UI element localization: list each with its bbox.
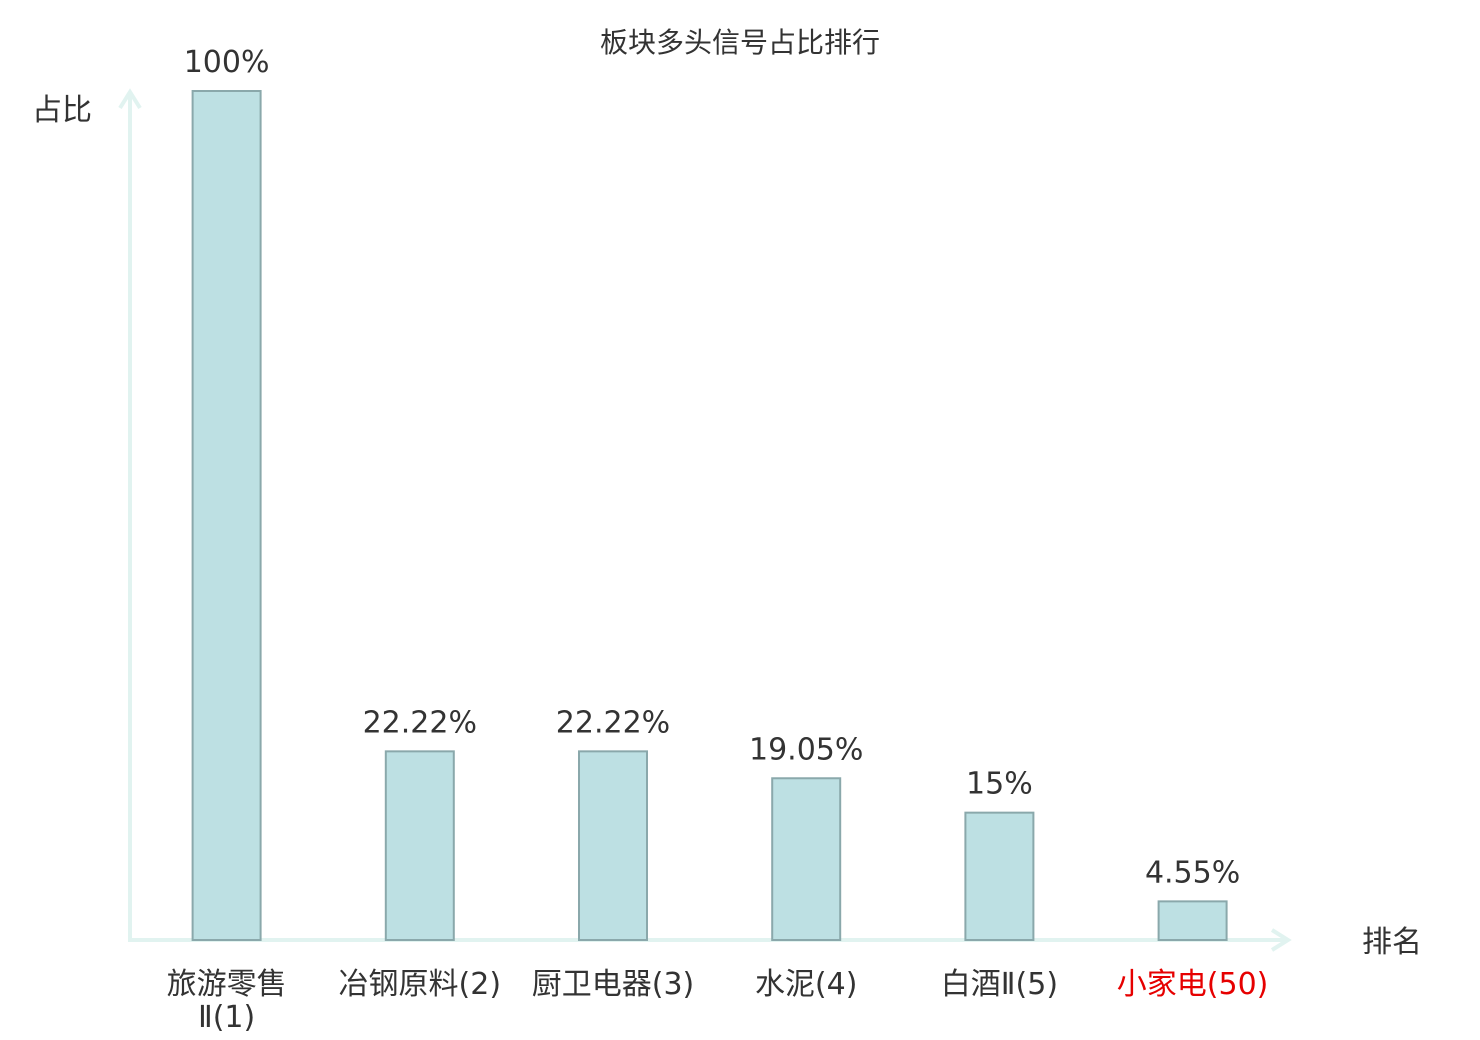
category-label: 水泥(4) [755, 967, 858, 1002]
value-label: 19.05% [749, 732, 863, 767]
value-label: 15% [966, 767, 1033, 802]
value-label: 22.22% [363, 705, 477, 740]
bar [1157, 900, 1228, 941]
chart-title: 板块多头信号占比排行 [600, 26, 880, 59]
bar [191, 90, 262, 941]
category-label: 白酒Ⅱ(5) [941, 967, 1058, 1002]
value-label: 100% [184, 45, 270, 80]
bar [384, 750, 455, 941]
category-label: 冶钢原料(2) [339, 967, 502, 1002]
bar-series [191, 90, 1228, 942]
value-label: 4.55% [1145, 855, 1240, 890]
x-axis-arrow-icon [1270, 928, 1292, 952]
y-axis-arrow-icon [118, 88, 142, 110]
value-labels: 100% 22.22% 22.22% 19.05% 15% 4.55% [184, 45, 1241, 890]
x-axis [128, 928, 1292, 952]
category-label: 小家电(50) [1117, 967, 1269, 1002]
bar [578, 750, 648, 941]
x-axis-label: 排名 [1362, 925, 1422, 960]
bar [964, 811, 1035, 942]
category-label: Ⅱ(1) [198, 1000, 255, 1035]
value-label: 22.22% [556, 705, 670, 740]
y-axis [118, 88, 142, 940]
category-label: 厨卫电器(3) [532, 967, 695, 1002]
bar [771, 777, 842, 941]
category-label: 旅游零售 [167, 967, 287, 1002]
y-axis-label: 占比 [32, 93, 92, 128]
